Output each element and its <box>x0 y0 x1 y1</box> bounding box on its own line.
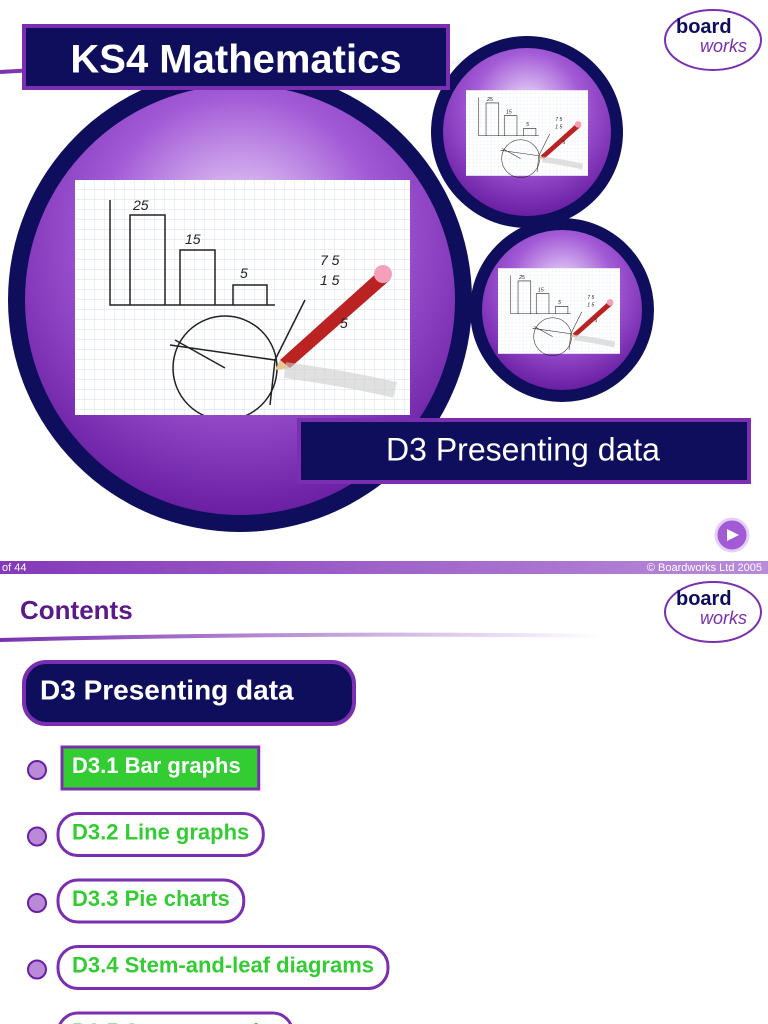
menu-item[interactable]: D3.4 Stem-and-leaf diagrams <box>72 952 374 977</box>
copyright: © Boardworks Ltd 2005 <box>647 562 762 574</box>
page-number: of 44 <box>2 562 26 574</box>
slide-1: KS4 Mathematics D3 Presenting data board… <box>0 9 762 553</box>
subtitle-box <box>297 418 751 484</box>
footer: of 44 © Boardworks Ltd 2005 <box>0 561 768 574</box>
section-box <box>22 660 356 726</box>
menu-item-box[interactable] <box>56 812 265 857</box>
bullet <box>27 893 47 913</box>
logo-text: board <box>676 588 732 610</box>
menu: D3.1 Bar graphs D3.2 Line graphs D3.3 Pie … <box>27 745 390 1024</box>
logo-text: board <box>676 16 732 38</box>
heading: Contents <box>20 595 133 625</box>
logo: board works <box>664 581 762 643</box>
title: KS4 Mathematics <box>70 38 401 82</box>
sketch-image <box>466 90 588 177</box>
menu-item-box[interactable] <box>56 878 246 924</box>
menu-item[interactable]: D3.1 Bar graphs <box>72 753 241 778</box>
section-title: D3 Presenting data <box>40 674 294 705</box>
slide-2: Contents board works D3 Presenting data … <box>0 581 762 1024</box>
bullet <box>27 760 47 780</box>
subtitle: D3 Presenting data <box>386 431 660 467</box>
logo: board works <box>664 9 762 71</box>
title-box <box>22 24 450 90</box>
menu-item-box[interactable] <box>60 745 261 791</box>
menu-item[interactable]: D3.2 Line graphs <box>72 819 249 844</box>
logo-text: works <box>700 36 747 56</box>
menu-item[interactable]: D3.3 Pie charts <box>72 886 230 911</box>
bullet <box>27 826 47 847</box>
logo-text: works <box>700 608 747 628</box>
menu-item-box[interactable] <box>58 1011 293 1024</box>
bullet <box>27 959 47 980</box>
menu-item-box[interactable] <box>56 945 390 990</box>
sketch-image <box>498 268 620 355</box>
menu-item[interactable]: D3.5 Scatter graphs <box>72 1019 279 1024</box>
sketch-image <box>75 180 410 420</box>
